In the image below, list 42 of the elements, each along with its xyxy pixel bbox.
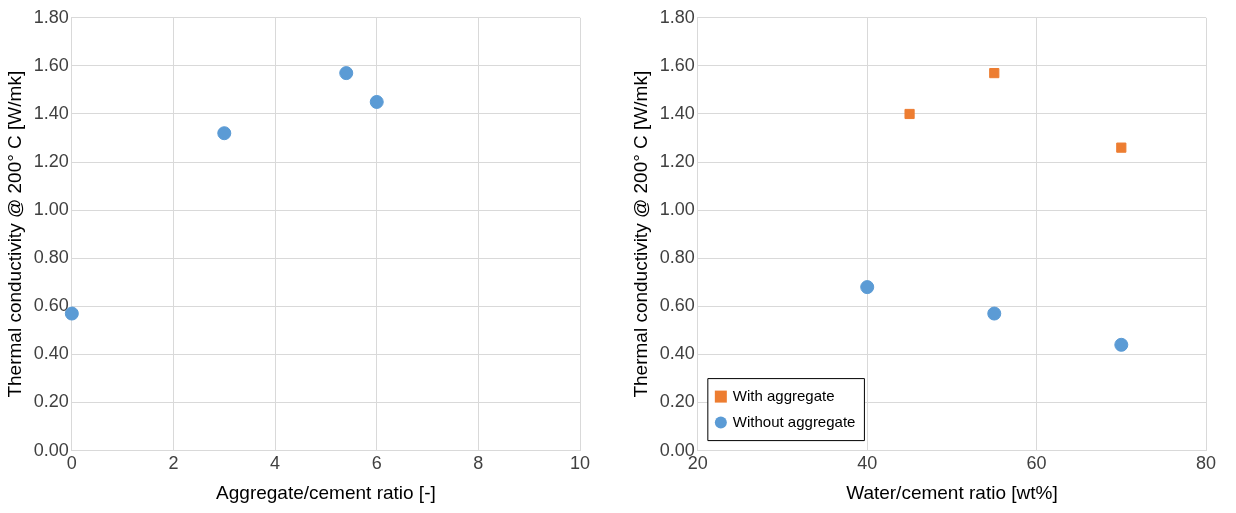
y-tick-label: 0.20 [659,391,695,412]
y-axis-title: Thermal conductivity @ 200° C [W/mk] [629,70,651,398]
y-tick-label: 1.00 [659,199,695,220]
y-tick-label: 1.60 [659,54,695,75]
y-tick-label: 0.20 [33,391,69,412]
point [860,280,875,295]
y-tick-label: 1.80 [33,6,69,27]
x-tick-label: 6 [371,453,382,474]
y-tick-label: 0.40 [659,343,695,364]
point [987,306,1002,321]
y-tick-label: 1.20 [33,151,69,172]
y-tick-label: 1.40 [33,102,69,123]
x-axis-title: Aggregate/cement ratio [-] [216,481,436,503]
x-tick-label: 80 [1195,453,1217,474]
x-tick-label: 8 [473,453,484,474]
x-tick-label: 4 [270,453,281,474]
y-tick-label: 0.40 [33,343,69,364]
legend-label: Without aggregate [732,412,856,430]
point [1116,142,1127,153]
y-tick-label: 0.80 [33,247,69,268]
point [369,94,384,109]
y-tick-label: 0.60 [33,295,69,316]
y-tick-label: 0.00 [33,439,69,460]
y-tick-label: 1.00 [33,199,69,220]
x-tick-label: 40 [857,453,878,474]
x-axis-title: Water/cement ratio [wt%] [846,481,1058,503]
y-tick-label: 1.20 [659,151,695,172]
y-tick-label: 0.80 [659,247,695,268]
y-axis-title: Thermal conductivity @ 200° C [W/mk] [3,70,25,398]
point [989,68,1000,79]
point [339,66,354,81]
x-tick-label: 2 [168,453,179,474]
y-tick-label: 0.60 [659,295,695,316]
y-tick-label: 1.60 [33,54,69,75]
x-tick-label: 10 [569,453,591,474]
y-tick-label: 1.80 [659,6,695,27]
point [904,108,915,120]
x-tick-label: 60 [1026,453,1047,474]
point [1114,337,1129,352]
y-tick-label: 1.40 [659,102,695,123]
legend-label: With aggregate [732,386,835,404]
point [217,126,232,141]
